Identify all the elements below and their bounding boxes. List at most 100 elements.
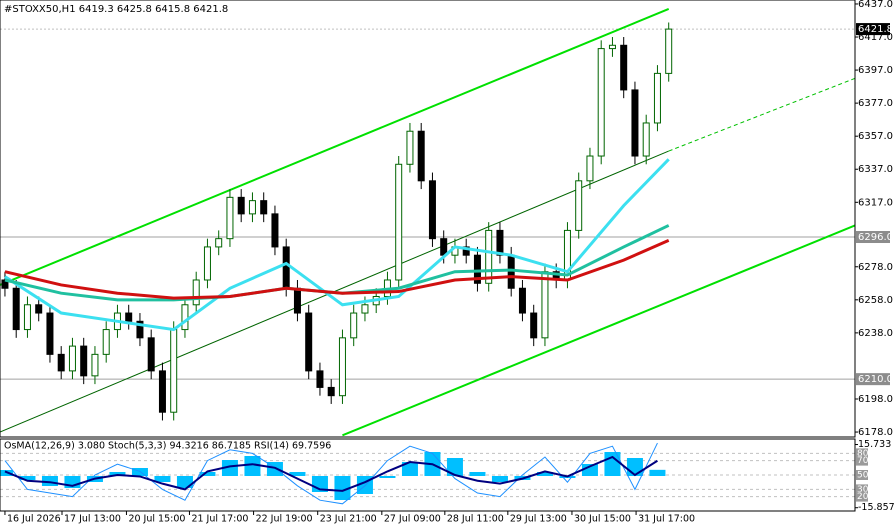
candle-body: [260, 200, 268, 215]
x-tick-label: 22 Jul 19:00: [256, 514, 313, 525]
x-tick-label: 17 Jul 13:00: [64, 514, 121, 525]
candle-body: [12, 287, 20, 331]
x-tick-label: 21 Jul 17:00: [191, 514, 248, 525]
x-tick-label: 29 Jul 13:00: [510, 514, 567, 525]
axes: [0, 0, 858, 515]
osma-bar: [221, 460, 238, 476]
symbol-header: #STOXX50,H1 6419.3 6425.8 6415.8 6421.8: [4, 4, 228, 15]
y-tick-label: 6397.0: [858, 65, 893, 76]
candle-body: [575, 180, 583, 231]
y-tick-label: 6278.0: [858, 262, 893, 273]
x-tick-label: 23 Jul 21:00: [320, 514, 377, 525]
channel-line: [342, 224, 855, 437]
candle-body: [642, 122, 650, 157]
x-tick-label: 31 Jul 17:00: [638, 514, 695, 525]
moving-average: [4, 238, 670, 300]
candle-body: [125, 312, 133, 322]
osma-bar: [491, 476, 508, 482]
level-label-box: [856, 373, 890, 386]
indicator-header: OsMA(12,26,9) 3.080 Stoch(5,3,3) 94.3216…: [4, 441, 331, 452]
level-label-box: [856, 231, 890, 244]
osma-bar: [626, 458, 643, 476]
osma-bar: [19, 476, 36, 480]
candle-body: [417, 130, 425, 182]
level-label: 6210.0: [858, 374, 893, 385]
y-tick-label: 80: [857, 449, 869, 459]
candle-body: [541, 271, 549, 339]
osma-bar: [446, 458, 463, 476]
y-tick-label: 30: [857, 485, 869, 495]
candle-body: [586, 155, 594, 182]
level-tick-box: [856, 448, 868, 459]
candle-body: [338, 337, 346, 397]
x-tick-label: 16 Jul 2026: [7, 514, 61, 525]
candle-body: [597, 48, 605, 157]
x-tick-label: 30 Jul 15:00: [574, 514, 631, 525]
main-plot: [0, 8, 855, 437]
y-tick-label: 6258.0: [858, 295, 893, 306]
osma-bar: [649, 469, 666, 476]
x-tick-label: 27 Jul 09:00: [384, 514, 441, 525]
candle-body: [350, 312, 358, 339]
candle-body: [102, 329, 110, 355]
candle-body: [170, 329, 178, 413]
candle-body: [203, 246, 211, 281]
last-price-box: [856, 23, 890, 36]
candle-body: [68, 345, 76, 372]
candle-body: [608, 44, 616, 50]
candle-body: [305, 312, 313, 372]
candle-body: [361, 304, 369, 314]
candle-body: [428, 180, 436, 240]
indicator-plot: [0, 442, 855, 505]
candle-body: [226, 196, 234, 240]
candle-body: [518, 287, 526, 314]
candle-body: [158, 370, 166, 413]
candle-body: [530, 312, 538, 339]
osma-bar: [401, 462, 418, 476]
candle-body: [215, 238, 223, 248]
candle-body: [91, 353, 99, 377]
candle-body: [316, 370, 324, 388]
y-tick-label: 70: [857, 456, 869, 466]
oscillator-line: [4, 442, 658, 505]
osma-bar: [199, 472, 216, 476]
y-tick-label: 20: [857, 492, 869, 502]
level-tick-box: [856, 470, 868, 480]
candle-body: [23, 304, 31, 331]
y-tick-label: 50: [857, 471, 869, 481]
osma-bar: [469, 472, 486, 476]
y2-tick-label: 15.733: [858, 439, 891, 450]
x-tick-label: 20 Jul 15:00: [128, 514, 185, 525]
candle-body: [181, 304, 189, 331]
osma-bar: [289, 472, 306, 476]
candle-body: [327, 386, 335, 397]
candle-body: [496, 229, 504, 256]
y-tick-label: 6437.0: [858, 0, 893, 10]
osma-bar: [334, 476, 351, 500]
candle-body: [192, 279, 200, 306]
candle-body: [440, 238, 448, 256]
osma-bar: [604, 452, 621, 476]
candle-body: [485, 229, 493, 284]
y-tick-label: 6317.0: [858, 197, 893, 208]
y-tick-label: 6198.0: [858, 394, 893, 405]
x-tick-label: 28 Jul 11:00: [447, 514, 504, 525]
candle-body: [631, 89, 639, 157]
candle-body: [293, 287, 301, 314]
candle-body: [406, 130, 414, 165]
oscillator-line: [4, 455, 658, 492]
last-price-label: 6421.8: [858, 24, 893, 35]
level-label: 6296.0: [858, 232, 893, 243]
candle-body: [46, 312, 54, 355]
channel-line: [0, 8, 670, 286]
y-tick-label: 6357.0: [858, 131, 893, 142]
y2-tick-label: -15.857: [858, 502, 894, 513]
osma-bar: [581, 464, 598, 476]
y-tick-label: 6417.0: [858, 32, 893, 43]
candle-body: [57, 353, 65, 372]
osma-bar: [244, 456, 261, 476]
level-tick-box: [856, 484, 868, 495]
candle-body: [473, 254, 481, 284]
candle-body: [620, 44, 628, 91]
